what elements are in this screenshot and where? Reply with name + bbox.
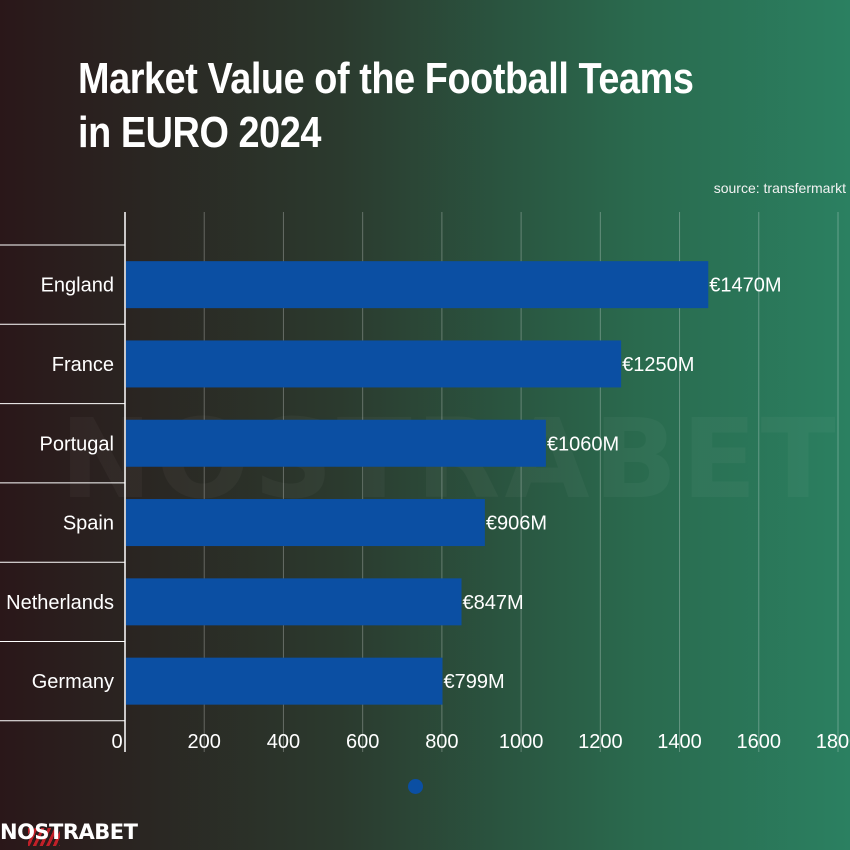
- bar: [126, 419, 546, 467]
- data-label: €1470M: [709, 275, 781, 297]
- source-note: source: transfermarkt: [713, 180, 846, 196]
- x-tick-label: 1200: [578, 731, 623, 753]
- chart-title-line-1: Market Value of the Football Teams: [78, 54, 694, 103]
- data-label: €906M: [486, 513, 547, 535]
- bar: [126, 499, 485, 547]
- brand-logo: NOSTRABET: [0, 820, 138, 846]
- x-tick-label: 1400: [657, 731, 702, 753]
- bar: [126, 340, 622, 388]
- category-label: Netherlands: [6, 592, 114, 614]
- category-label: Portugal: [40, 433, 115, 455]
- category-label: Spain: [63, 513, 114, 535]
- x-tick-label: 600: [346, 731, 379, 753]
- bar: [126, 578, 462, 626]
- chart-title-line-2: in EURO 2024: [78, 108, 322, 157]
- data-label: €1250M: [622, 354, 694, 376]
- data-label: €1060M: [547, 433, 619, 455]
- logo-stripes: [28, 828, 60, 846]
- chart-title: Market Value of the Football Teams in EU…: [78, 52, 694, 160]
- x-tick-label: 1000: [499, 731, 544, 753]
- category-label: England: [41, 275, 114, 297]
- data-label: €799M: [443, 671, 504, 693]
- x-tick-label: 200: [188, 731, 221, 753]
- x-tick-label: 400: [267, 731, 300, 753]
- logo-text: NOSTRABET: [0, 820, 138, 844]
- category-label: France: [52, 354, 114, 376]
- bar: [126, 657, 443, 705]
- x-tick-label: 1800: [816, 731, 850, 753]
- x-tick-label: 0: [111, 731, 122, 753]
- bar: [126, 261, 709, 309]
- x-tick-label: 1600: [737, 731, 782, 753]
- category-label: Germany: [32, 671, 114, 693]
- data-label: €847M: [463, 592, 524, 614]
- x-tick-label: 800: [425, 731, 458, 753]
- pagination-dot: [408, 779, 423, 794]
